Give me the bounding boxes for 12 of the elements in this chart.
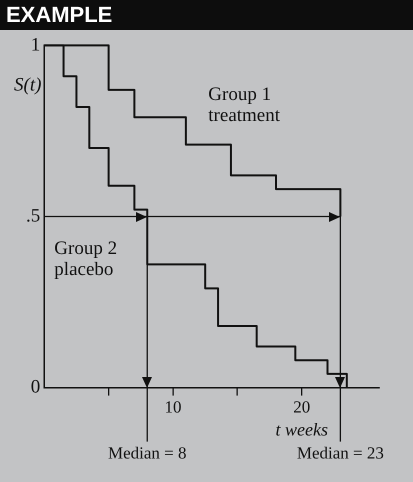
chart-title: EXAMPLE bbox=[0, 0, 413, 30]
y-tick-label: .5 bbox=[26, 205, 40, 226]
x-tick-label: 20 bbox=[293, 397, 310, 416]
ref-line-label: Median = 23 bbox=[296, 444, 384, 463]
y-tick-label: 1 bbox=[30, 34, 40, 56]
y-axis-title: S(t) bbox=[14, 74, 42, 96]
x-tick-label: 10 bbox=[164, 397, 182, 416]
ref-line-label: Median = 8 bbox=[108, 444, 187, 463]
x-axis-title: t weeks bbox=[276, 420, 328, 440]
y-tick-label: 0 bbox=[30, 376, 40, 398]
series-label: Group 1 treatment bbox=[208, 84, 281, 126]
series-label: Group 2 placebo bbox=[54, 238, 118, 280]
